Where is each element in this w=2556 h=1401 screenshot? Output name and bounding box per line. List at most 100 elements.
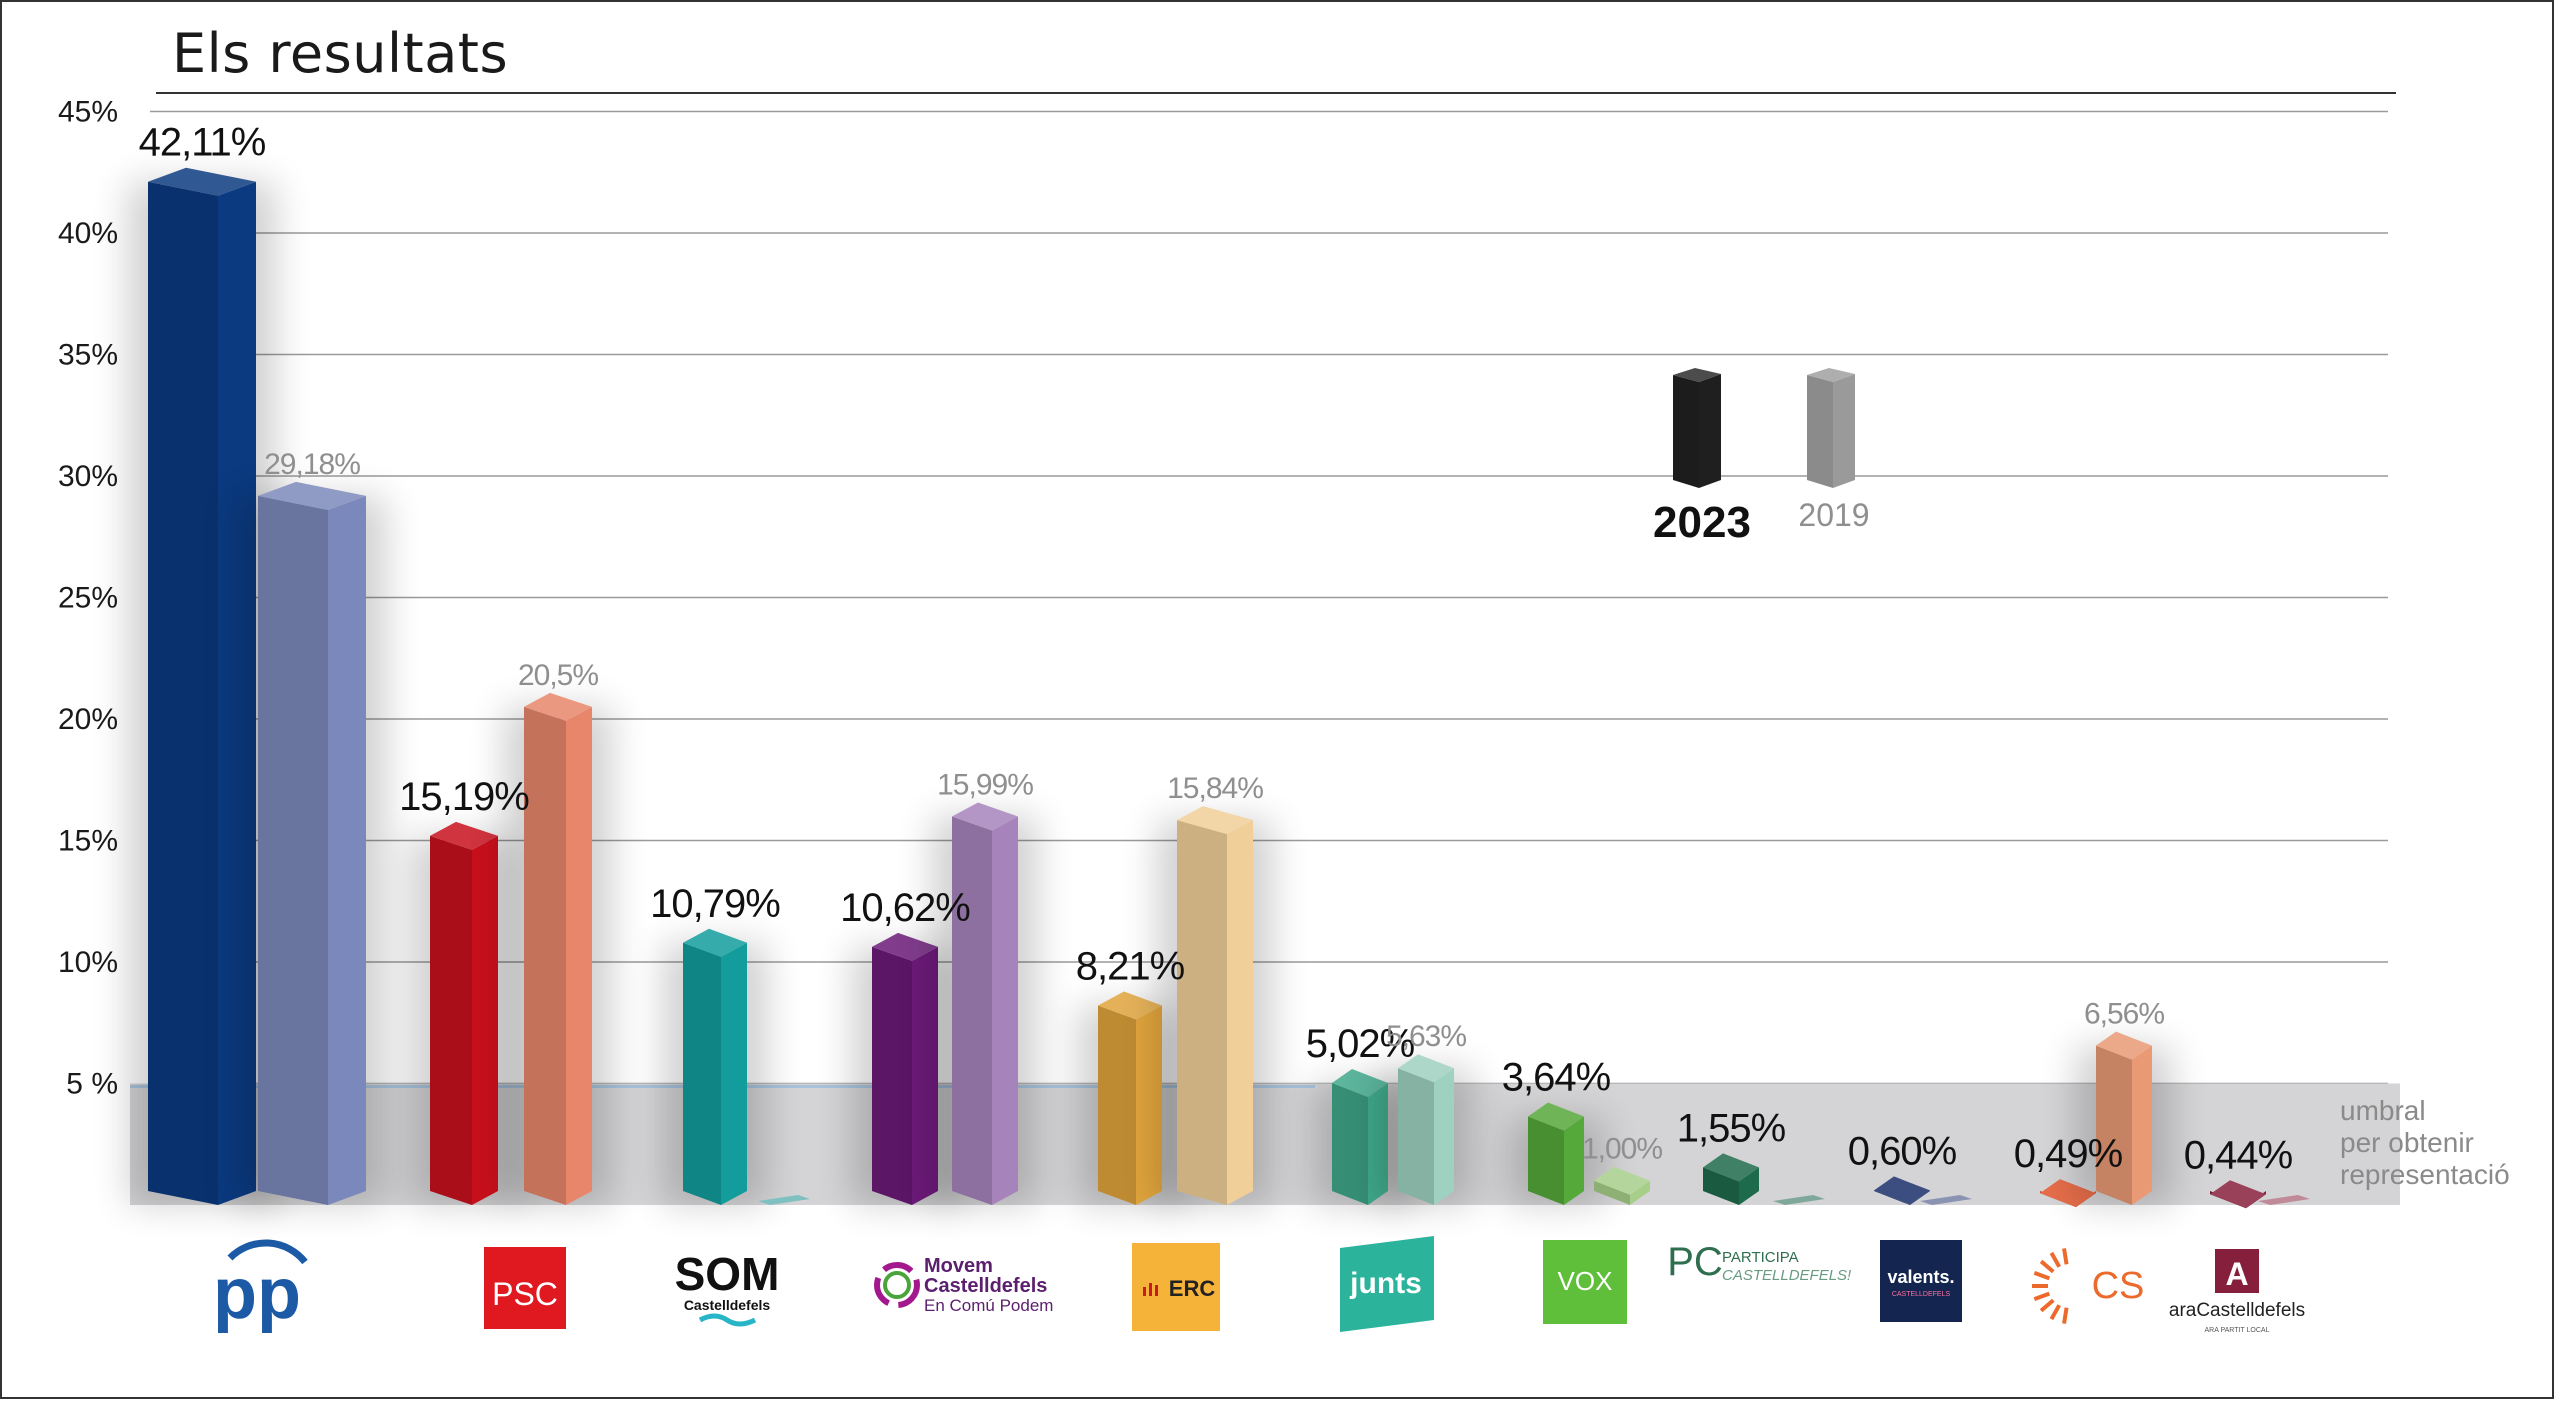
bar-2023-8-front bbox=[1874, 1190, 1910, 1205]
bar-2019-9 bbox=[2076, 1031, 2172, 1205]
bar-2023-7-side bbox=[1739, 1167, 1759, 1205]
bar-2023-5-front bbox=[1332, 1083, 1368, 1205]
valents-logo-text: valents. bbox=[1887, 1267, 1954, 1287]
bar-2023-10-top bbox=[2210, 1180, 2266, 1209]
value-label-2019: 29,18% bbox=[264, 448, 360, 481]
vox-logo-text: VOX bbox=[1558, 1266, 1613, 1296]
erc-logo-box bbox=[1132, 1243, 1220, 1331]
bar-2019-3 bbox=[932, 802, 1038, 1205]
movem-swirl-icon bbox=[874, 1262, 920, 1308]
bar-2019-6-front bbox=[1594, 1180, 1630, 1205]
value-label-2023: 0,49% bbox=[2014, 1132, 2123, 1176]
erc-logo-text: ERC bbox=[1169, 1276, 1216, 1301]
legend-swatch-2023-side bbox=[1699, 374, 1721, 488]
movem-inner-swirl-icon bbox=[883, 1271, 911, 1299]
bar-2019-3-top bbox=[952, 802, 1018, 831]
legend-label-2019: 2019 bbox=[1798, 497, 1869, 533]
valents-logo-box bbox=[1880, 1240, 1962, 1322]
junts-logo-box bbox=[1340, 1236, 1434, 1332]
som-wave-icon bbox=[698, 1313, 757, 1327]
bar-2019-empty bbox=[2258, 1195, 2310, 1205]
cs-rays-icon bbox=[2062, 1248, 2069, 1265]
bar-2019-5-front bbox=[1398, 1068, 1434, 1205]
cs-rays-icon bbox=[2033, 1270, 2051, 1281]
value-label-2023: 5,02% bbox=[1306, 1022, 1415, 1066]
participa-mark-icon: PC bbox=[1667, 1240, 1723, 1284]
bar-2019-1-side bbox=[566, 706, 592, 1205]
value-label-2019: 6,56% bbox=[2084, 998, 2164, 1031]
title-underline bbox=[156, 92, 2396, 94]
bar-2023-8-side bbox=[1910, 1190, 1930, 1205]
ara-logo-box bbox=[2215, 1249, 2259, 1293]
pp-logo-text: pp bbox=[213, 1254, 301, 1334]
bar-2023-6-side bbox=[1564, 1116, 1584, 1205]
bar-2023-1-top bbox=[430, 821, 498, 850]
legend-swatch-2023-top bbox=[1673, 368, 1721, 382]
legend-swatch-2019-top bbox=[1807, 368, 1855, 382]
y-tick-label: 15% bbox=[58, 825, 118, 858]
erc-bars-icon bbox=[1149, 1283, 1152, 1296]
threshold-label: umbral bbox=[2340, 1095, 2426, 1126]
value-label-2023: 1,55% bbox=[1677, 1106, 1786, 1150]
bar-2023-7-top bbox=[1703, 1153, 1759, 1182]
value-labels: 42,11% 29,18% 15,19% 20,5% 10,79% 10,62% 15,99… bbox=[139, 121, 2294, 1178]
value-label-2019: 15,84% bbox=[1167, 772, 1263, 805]
bar-2019-0-side bbox=[328, 495, 366, 1205]
bar-2019-9-top bbox=[2096, 1031, 2152, 1060]
bar-2023-3-front bbox=[872, 946, 912, 1205]
bar-2023-0-front bbox=[148, 181, 218, 1206]
movem-logo-line2: Castelldefels bbox=[924, 1275, 1047, 1297]
bar-2023-2-front bbox=[683, 942, 721, 1205]
cs-rays-icon bbox=[2049, 1304, 2061, 1321]
value-label-2023: 8,21% bbox=[1076, 944, 1185, 988]
value-label-2023: 3,64% bbox=[1502, 1056, 1611, 1100]
y-tick-label: 20% bbox=[58, 703, 118, 736]
legend-label-2023: 2023 bbox=[1653, 498, 1751, 547]
som-logo-sub: Castelldefels bbox=[684, 1297, 771, 1313]
bar-2023-6 bbox=[1508, 1102, 1604, 1205]
bar-2023-0-top bbox=[148, 167, 256, 196]
bar-2019-4-top bbox=[1177, 806, 1253, 835]
participa-logo-line1: PARTICIPA bbox=[1722, 1249, 1799, 1266]
legend-swatch-2019 bbox=[1807, 368, 1855, 488]
bar-2019-1-top bbox=[524, 692, 592, 721]
y-tick-label: 25% bbox=[58, 582, 118, 615]
bar-2023-1 bbox=[410, 821, 518, 1205]
cs-rays-icon bbox=[2033, 1291, 2051, 1302]
value-label-2019: 1,00% bbox=[1582, 1133, 1662, 1166]
bar-2019-0 bbox=[238, 481, 386, 1205]
bar-2023-6-front bbox=[1528, 1116, 1564, 1205]
psc-logo-text: PSC bbox=[492, 1276, 558, 1312]
y-tick-label: 30% bbox=[58, 460, 118, 493]
bar-2023-3-side bbox=[912, 946, 938, 1205]
erc-bars-icon bbox=[1143, 1287, 1146, 1296]
bar-2019-empty bbox=[758, 1195, 810, 1205]
value-label-2023: 0,44% bbox=[2184, 1133, 2293, 1177]
bar-2019-6-side bbox=[1630, 1180, 1650, 1205]
y-tick-label: 10% bbox=[58, 946, 118, 979]
cs-logo-text: CS bbox=[2092, 1265, 2145, 1307]
movem-logo-line3: En Comú Podem bbox=[924, 1296, 1053, 1315]
ara-logo-sub: ARA PARTIT LOCAL bbox=[2205, 1327, 2270, 1334]
bars bbox=[128, 167, 2310, 1209]
legend-swatch-2019-side bbox=[1833, 374, 1855, 488]
bar-2023-7 bbox=[1703, 1153, 1759, 1205]
bar-2019-1-front bbox=[524, 706, 566, 1205]
bar-2019-5-top bbox=[1398, 1054, 1454, 1083]
bar-2019-0-top bbox=[258, 481, 366, 510]
pp-gull-icon bbox=[227, 1239, 308, 1265]
bar-2019-6-top bbox=[1594, 1166, 1650, 1195]
erc-bars-icon bbox=[1155, 1285, 1158, 1296]
threshold-label: representació bbox=[2340, 1159, 2510, 1190]
legend-swatch-2019-front bbox=[1807, 375, 1833, 488]
bar-2019-4-front bbox=[1177, 820, 1227, 1205]
ara-logo-text: araCastelldefels bbox=[2169, 1300, 2305, 1321]
bar-2023-2-top bbox=[683, 928, 747, 957]
bar-2023-6-top bbox=[1528, 1102, 1584, 1131]
y-axis-ticks: 5 % 10% 15% 20% 25% 30% 35% 40% 45% bbox=[58, 96, 118, 1101]
bar-2019-5-side bbox=[1434, 1068, 1454, 1205]
cs-rays-icon bbox=[2039, 1298, 2055, 1313]
bar-2023-4-top bbox=[1098, 991, 1162, 1020]
